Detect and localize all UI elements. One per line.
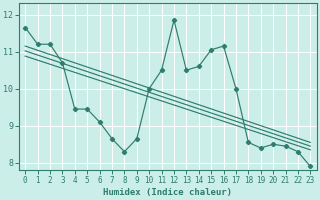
X-axis label: Humidex (Indice chaleur): Humidex (Indice chaleur) bbox=[103, 188, 232, 197]
